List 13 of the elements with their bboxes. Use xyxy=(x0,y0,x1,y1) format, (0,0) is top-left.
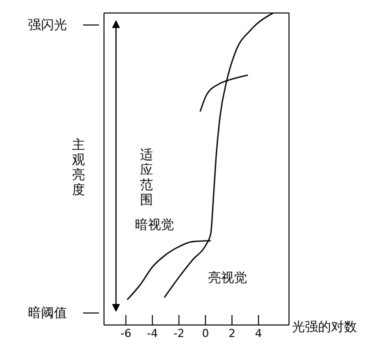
annotation: 适应范围 xyxy=(140,148,154,208)
x-tick-label: -2 xyxy=(173,326,184,340)
x-axis-title: 光强的对数 xyxy=(292,319,357,336)
text: 强闪光 xyxy=(28,17,67,34)
x-tick-label: -4 xyxy=(146,326,158,340)
x-tick-label: 0 xyxy=(202,326,209,340)
x-tick-label: 2 xyxy=(228,326,236,340)
x-tick-label: -6 xyxy=(120,326,132,340)
annotation: 亮视觉 xyxy=(208,270,247,287)
y-axis-title: 主观亮度 xyxy=(72,138,86,198)
annotation: 暗视觉 xyxy=(135,217,174,234)
text: 暗阈值 xyxy=(28,305,67,322)
x-tick-label: 4 xyxy=(255,326,262,340)
